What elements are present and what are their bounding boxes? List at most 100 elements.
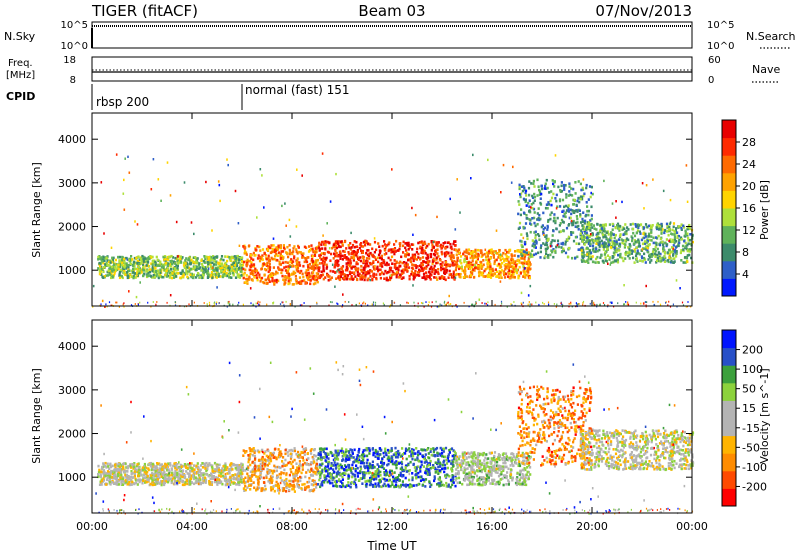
echo-cell xyxy=(203,271,205,274)
echo-cell xyxy=(516,269,518,272)
echo-cell xyxy=(498,263,500,266)
echo-cell xyxy=(567,256,569,259)
echo-cell xyxy=(449,264,451,267)
echo-cell xyxy=(453,271,455,274)
echo-cell xyxy=(501,269,503,272)
echo-cell xyxy=(639,253,641,256)
echo-cell xyxy=(315,267,317,270)
colorbar-tick-label: 20 xyxy=(742,180,756,193)
echo-cell xyxy=(436,278,438,281)
echo-cell xyxy=(232,482,234,485)
echo-cell xyxy=(487,266,489,269)
echo-cell xyxy=(544,255,546,257)
echo-cell xyxy=(113,269,115,272)
echo-cell xyxy=(388,263,390,266)
echo-cell xyxy=(219,464,221,467)
echo-cell xyxy=(600,304,601,306)
echo-cell xyxy=(661,257,663,260)
echo-cell xyxy=(186,483,188,486)
echo-cell xyxy=(414,273,416,276)
echo-cell xyxy=(221,467,223,470)
nsky-label: N.Sky xyxy=(4,30,36,43)
echo-cell xyxy=(647,247,649,250)
echo-cell xyxy=(150,275,152,278)
echo-cell xyxy=(321,247,323,250)
echo-cell xyxy=(550,190,552,193)
echo-cell xyxy=(330,301,331,303)
echo-cell xyxy=(589,229,591,232)
echo-cell xyxy=(415,214,417,216)
echo-cell xyxy=(566,238,568,241)
echo-cell xyxy=(171,255,173,258)
echo-cell xyxy=(554,240,556,243)
echo-cell xyxy=(444,241,446,244)
echo-cell xyxy=(404,264,406,267)
echo-cell xyxy=(143,474,145,477)
echo-cell xyxy=(528,187,530,190)
echo-cell xyxy=(508,270,510,272)
echo-cell xyxy=(293,245,295,248)
echo-cell xyxy=(557,244,559,246)
echo-cell xyxy=(592,261,594,264)
echo-cell xyxy=(545,242,547,245)
echo-cell xyxy=(252,259,254,262)
echo-cell xyxy=(568,204,570,207)
echo-cell xyxy=(327,251,329,254)
echo-cell xyxy=(204,477,206,480)
echo-cell xyxy=(323,270,325,273)
echo-cell xyxy=(645,285,647,287)
echo-cell xyxy=(517,255,519,258)
echo-cell xyxy=(232,272,234,275)
colorbar-swatch xyxy=(722,261,736,279)
echo-cell xyxy=(619,256,621,259)
echo-cell xyxy=(280,303,281,305)
echo-cell xyxy=(559,189,561,192)
echo-cell xyxy=(644,233,646,236)
echo-cell xyxy=(553,185,555,188)
echo-cell xyxy=(422,242,424,245)
echo-cell xyxy=(412,284,414,286)
echo-cell xyxy=(346,265,348,268)
echo-cell xyxy=(450,258,452,261)
echo-cell xyxy=(216,302,217,304)
echo-cell xyxy=(302,273,304,276)
echo-cell xyxy=(528,294,530,296)
echo-cell xyxy=(554,251,556,254)
echo-cell xyxy=(642,248,644,250)
echo-cell xyxy=(561,251,563,254)
echo-cell xyxy=(172,272,174,275)
echo-cell xyxy=(676,231,678,234)
echo-cell xyxy=(363,256,365,259)
echo-cell xyxy=(470,252,472,255)
echo-cell xyxy=(642,260,644,263)
echo-cell xyxy=(421,302,422,304)
echo-cell xyxy=(107,264,109,267)
echo-cell xyxy=(351,271,353,274)
echo-cell xyxy=(238,258,240,261)
echo-cell xyxy=(433,241,435,243)
echo-cell xyxy=(570,213,572,216)
echo-cell xyxy=(99,262,101,265)
colorbar-swatch xyxy=(722,155,736,173)
echo-cell xyxy=(282,261,284,264)
echo-cell xyxy=(127,478,129,481)
echo-cell xyxy=(546,228,548,231)
echo-cell xyxy=(323,256,325,258)
echo-cell xyxy=(589,243,591,246)
echo-cell xyxy=(568,223,570,226)
echo-cell xyxy=(335,244,337,247)
echo-cell xyxy=(391,256,393,259)
echo-cell xyxy=(312,261,314,263)
echo-cell xyxy=(518,203,520,206)
echo-cell xyxy=(434,271,436,274)
echo-cell xyxy=(207,464,209,467)
echo-cell xyxy=(411,267,413,270)
echo-cell xyxy=(107,470,109,473)
echo-cell xyxy=(123,179,125,181)
echo-cell xyxy=(147,475,149,478)
cpid-segment-2: normal (fast) 151 xyxy=(245,83,349,97)
echo-cell xyxy=(329,259,331,262)
echo-cell xyxy=(417,242,419,245)
echo-cell xyxy=(136,463,138,466)
echo-cell xyxy=(191,221,193,223)
